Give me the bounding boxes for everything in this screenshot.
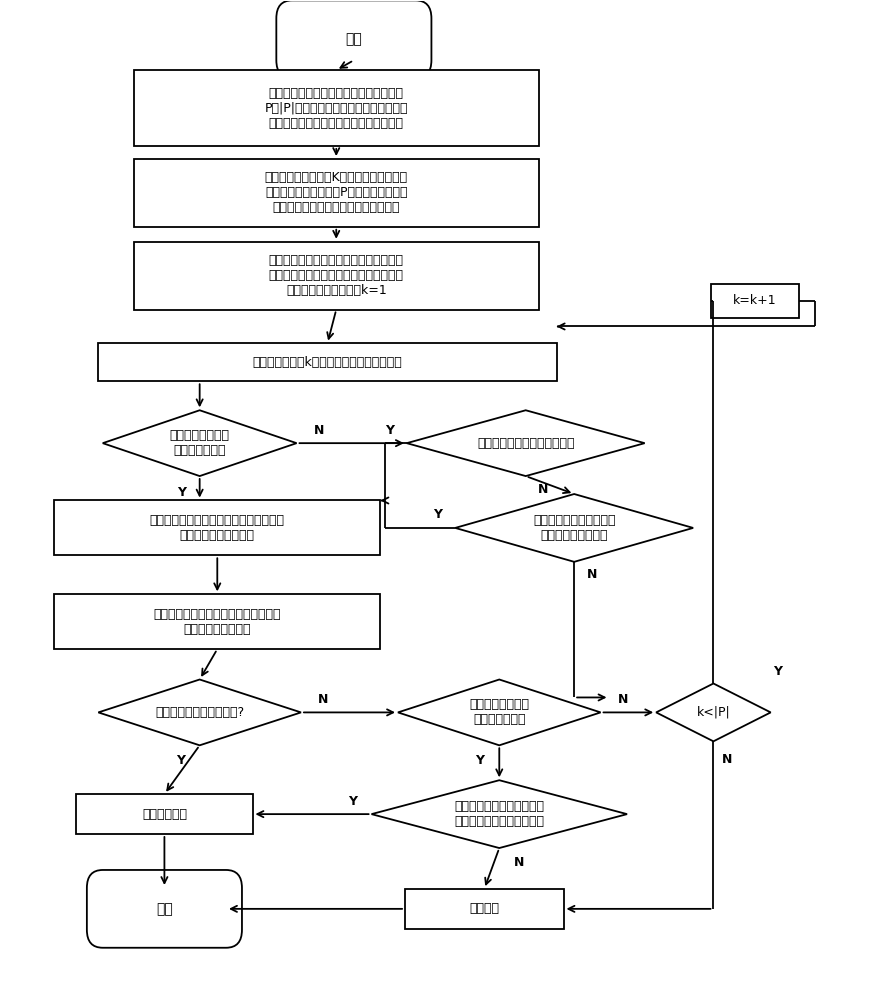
Text: Y: Y bbox=[178, 486, 187, 499]
Text: 根据串扰公式计算业务分配后对相邻纤
芯产生的芯间串扰值: 根据串扰公式计算业务分配后对相邻纤 芯产生的芯间串扰值 bbox=[154, 608, 281, 636]
Text: N: N bbox=[538, 483, 549, 496]
Polygon shape bbox=[371, 780, 627, 848]
Bar bbox=[405, 889, 564, 929]
Polygon shape bbox=[398, 680, 600, 745]
Bar bbox=[133, 242, 539, 310]
Text: Y: Y bbox=[476, 754, 484, 767]
Text: 业务是否可与其他组业务聚合: 业务是否可与其他组业务聚合 bbox=[477, 437, 575, 450]
Polygon shape bbox=[98, 680, 301, 745]
Text: 业务阻塞: 业务阻塞 bbox=[469, 902, 499, 915]
Bar bbox=[711, 284, 799, 318]
Bar bbox=[54, 594, 380, 649]
Text: Y: Y bbox=[176, 754, 185, 767]
Text: Y: Y bbox=[347, 795, 356, 808]
Text: 路径中是否存在可
频谱转换的节点: 路径中是否存在可 频谱转换的节点 bbox=[469, 698, 530, 726]
Text: k=k+1: k=k+1 bbox=[733, 294, 777, 307]
FancyBboxPatch shape bbox=[277, 0, 431, 78]
Text: N: N bbox=[314, 424, 324, 437]
Text: k<|P|: k<|P| bbox=[697, 706, 730, 719]
Text: Y: Y bbox=[385, 424, 393, 437]
Text: 业务成功传输: 业务成功传输 bbox=[142, 808, 187, 821]
Text: 业务请求到达，根据K最短路径算法为业务
请求计算候选路径集合P，并根据候选路径
长度，确定业务调制等级及所需频隙数: 业务请求到达，根据K最短路径算法为业务 请求计算候选路径集合P，并根据候选路径 … bbox=[264, 171, 408, 214]
Text: 业务在纤芯区间内
有可用频谱资源: 业务在纤芯区间内 有可用频谱资源 bbox=[170, 429, 230, 457]
Polygon shape bbox=[656, 683, 771, 741]
Text: 结束: 结束 bbox=[156, 902, 172, 916]
Polygon shape bbox=[103, 410, 297, 476]
Bar bbox=[133, 70, 539, 146]
Text: Y: Y bbox=[433, 508, 442, 521]
FancyBboxPatch shape bbox=[87, 870, 242, 948]
Bar bbox=[54, 500, 380, 555]
Text: 业务总串扰小于串扰阈值?: 业务总串扰小于串扰阈值? bbox=[155, 706, 244, 719]
Text: 相同纤芯组的其他频谱区
间中有可用频谱资源: 相同纤芯组的其他频谱区 间中有可用频谱资源 bbox=[533, 514, 615, 542]
Bar bbox=[76, 794, 253, 834]
Text: 统计网络可用资源，初始化候选路径集合
P，|P|为候选路径数目，确定纤芯分组、
频谱分区及可配置有限频谱转换器的节点: 统计网络可用资源，初始化候选路径集合 P，|P|为候选路径数目，确定纤芯分组、 … bbox=[264, 87, 408, 130]
Polygon shape bbox=[407, 410, 644, 476]
Text: 根据路径权重公式，计算候选路径的权重
值，并根据路径权重值大小，对候选路径
升序排列，设路径序号k=1: 根据路径权重公式，计算候选路径的权重 值，并根据路径权重值大小，对候选路径 升序… bbox=[269, 254, 404, 297]
Bar bbox=[98, 343, 557, 381]
Text: N: N bbox=[617, 693, 628, 706]
Text: 开始: 开始 bbox=[346, 32, 362, 46]
Text: Y: Y bbox=[774, 665, 782, 678]
Text: N: N bbox=[514, 856, 524, 869]
Text: N: N bbox=[721, 753, 732, 766]
Polygon shape bbox=[455, 494, 693, 562]
Text: 计算业务在路径k中每根纤芯的可用频谱资源: 计算业务在路径k中每根纤芯的可用频谱资源 bbox=[253, 356, 402, 369]
Text: N: N bbox=[318, 693, 328, 706]
Text: N: N bbox=[587, 568, 597, 581]
Bar bbox=[133, 159, 539, 227]
Text: 根据各区间分配准则，为业务在纤芯区间
内分配合适的频谱资源: 根据各区间分配准则，为业务在纤芯区间 内分配合适的频谱资源 bbox=[149, 514, 285, 542]
Text: 转换度范围内是否存在满足
串扰阈值的其它可用频谱块: 转换度范围内是否存在满足 串扰阈值的其它可用频谱块 bbox=[454, 800, 545, 828]
